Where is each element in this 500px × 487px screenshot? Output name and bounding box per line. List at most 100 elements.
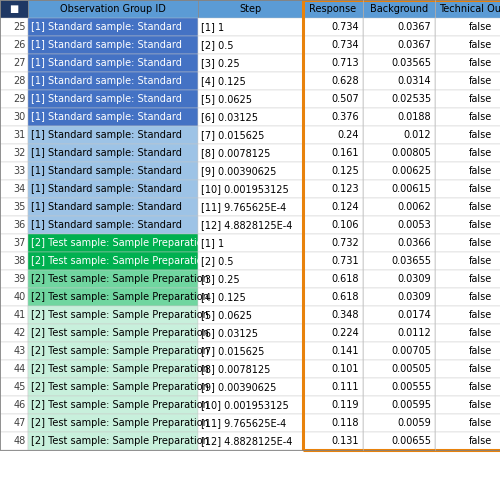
Text: [1] Standard sample: Standard: [1] Standard sample: Standard bbox=[31, 112, 182, 122]
Bar bbox=[363, 414, 435, 432]
Text: 0.125: 0.125 bbox=[331, 166, 359, 176]
Bar bbox=[435, 108, 500, 126]
Text: [3] 0.25: [3] 0.25 bbox=[201, 274, 239, 284]
Bar bbox=[363, 360, 435, 378]
Text: 42: 42 bbox=[14, 328, 26, 338]
Bar bbox=[363, 144, 435, 162]
Bar bbox=[435, 324, 500, 342]
Text: 46: 46 bbox=[14, 400, 26, 410]
Text: false: false bbox=[468, 310, 491, 320]
Bar bbox=[435, 432, 500, 450]
Text: 0.111: 0.111 bbox=[332, 382, 359, 392]
Bar bbox=[198, 378, 303, 396]
Text: false: false bbox=[468, 364, 491, 374]
Text: 0.101: 0.101 bbox=[332, 364, 359, 374]
Bar bbox=[28, 198, 198, 216]
Text: 0.0059: 0.0059 bbox=[397, 418, 431, 428]
Bar bbox=[28, 288, 198, 306]
Bar bbox=[435, 252, 500, 270]
Text: 0.0309: 0.0309 bbox=[398, 292, 431, 302]
Text: 0.0062: 0.0062 bbox=[397, 202, 431, 212]
Text: 43: 43 bbox=[14, 346, 26, 356]
Text: [2] Test sample: Sample Preparation: [2] Test sample: Sample Preparation bbox=[31, 292, 209, 302]
Text: false: false bbox=[468, 346, 491, 356]
Bar bbox=[198, 90, 303, 108]
Text: [1] Standard sample: Standard: [1] Standard sample: Standard bbox=[31, 166, 182, 176]
Text: 0.02535: 0.02535 bbox=[391, 94, 431, 104]
Bar bbox=[303, 72, 363, 90]
Bar bbox=[0, 198, 28, 216]
Bar bbox=[0, 72, 28, 90]
Bar bbox=[435, 234, 500, 252]
Bar bbox=[363, 180, 435, 198]
Text: [1] Standard sample: Standard: [1] Standard sample: Standard bbox=[31, 202, 182, 212]
Text: Response: Response bbox=[310, 4, 356, 14]
Bar bbox=[28, 0, 198, 18]
Bar bbox=[303, 0, 500, 450]
Text: 45: 45 bbox=[14, 382, 26, 392]
Bar bbox=[363, 126, 435, 144]
Bar bbox=[435, 54, 500, 72]
Bar bbox=[303, 36, 363, 54]
Bar bbox=[363, 234, 435, 252]
Bar bbox=[435, 198, 500, 216]
Bar bbox=[28, 396, 198, 414]
Bar bbox=[28, 414, 198, 432]
Bar bbox=[435, 306, 500, 324]
Bar bbox=[198, 288, 303, 306]
Text: 35: 35 bbox=[14, 202, 26, 212]
Text: [12] 4.8828125E-4: [12] 4.8828125E-4 bbox=[201, 436, 292, 446]
Bar bbox=[198, 162, 303, 180]
Bar bbox=[303, 234, 363, 252]
Text: [11] 9.765625E-4: [11] 9.765625E-4 bbox=[201, 202, 286, 212]
Bar bbox=[28, 432, 198, 450]
Bar bbox=[28, 306, 198, 324]
Text: [1] Standard sample: Standard: [1] Standard sample: Standard bbox=[31, 40, 182, 50]
Text: [10] 0.001953125: [10] 0.001953125 bbox=[201, 184, 289, 194]
Bar bbox=[303, 0, 363, 18]
Bar bbox=[435, 288, 500, 306]
Text: 48: 48 bbox=[14, 436, 26, 446]
Bar bbox=[303, 90, 363, 108]
Bar bbox=[0, 360, 28, 378]
Bar bbox=[435, 396, 500, 414]
Text: [6] 0.03125: [6] 0.03125 bbox=[201, 328, 258, 338]
Text: [1] 1: [1] 1 bbox=[201, 238, 224, 248]
Bar bbox=[198, 216, 303, 234]
Bar bbox=[435, 162, 500, 180]
Text: false: false bbox=[468, 436, 491, 446]
Bar bbox=[435, 0, 500, 18]
Text: 26: 26 bbox=[14, 40, 26, 50]
Text: 0.731: 0.731 bbox=[332, 256, 359, 266]
Bar bbox=[0, 90, 28, 108]
Text: [5] 0.0625: [5] 0.0625 bbox=[201, 310, 252, 320]
Text: 0.00555: 0.00555 bbox=[391, 382, 431, 392]
Text: 33: 33 bbox=[14, 166, 26, 176]
Bar bbox=[363, 90, 435, 108]
Text: [1] Standard sample: Standard: [1] Standard sample: Standard bbox=[31, 184, 182, 194]
Text: [1] Standard sample: Standard: [1] Standard sample: Standard bbox=[31, 76, 182, 86]
Text: false: false bbox=[468, 238, 491, 248]
Text: false: false bbox=[468, 328, 491, 338]
Text: 0.0367: 0.0367 bbox=[397, 40, 431, 50]
Bar bbox=[198, 252, 303, 270]
Bar bbox=[198, 342, 303, 360]
Bar bbox=[303, 432, 363, 450]
Text: 0.628: 0.628 bbox=[332, 76, 359, 86]
Text: 0.224: 0.224 bbox=[331, 328, 359, 338]
Text: false: false bbox=[468, 382, 491, 392]
Text: [2] 0.5: [2] 0.5 bbox=[201, 256, 234, 266]
Text: 34: 34 bbox=[14, 184, 26, 194]
Text: 25: 25 bbox=[14, 22, 26, 32]
Text: 0.106: 0.106 bbox=[332, 220, 359, 230]
Text: false: false bbox=[468, 418, 491, 428]
Text: [11] 9.765625E-4: [11] 9.765625E-4 bbox=[201, 418, 286, 428]
Text: [2] Test sample: Sample Preparation: [2] Test sample: Sample Preparation bbox=[31, 436, 209, 446]
Text: 0.0309: 0.0309 bbox=[398, 274, 431, 284]
Bar bbox=[0, 306, 28, 324]
Bar bbox=[198, 54, 303, 72]
Bar bbox=[303, 270, 363, 288]
Text: [2] Test sample: Sample Preparation: [2] Test sample: Sample Preparation bbox=[31, 256, 209, 266]
Bar bbox=[435, 378, 500, 396]
Bar bbox=[28, 180, 198, 198]
